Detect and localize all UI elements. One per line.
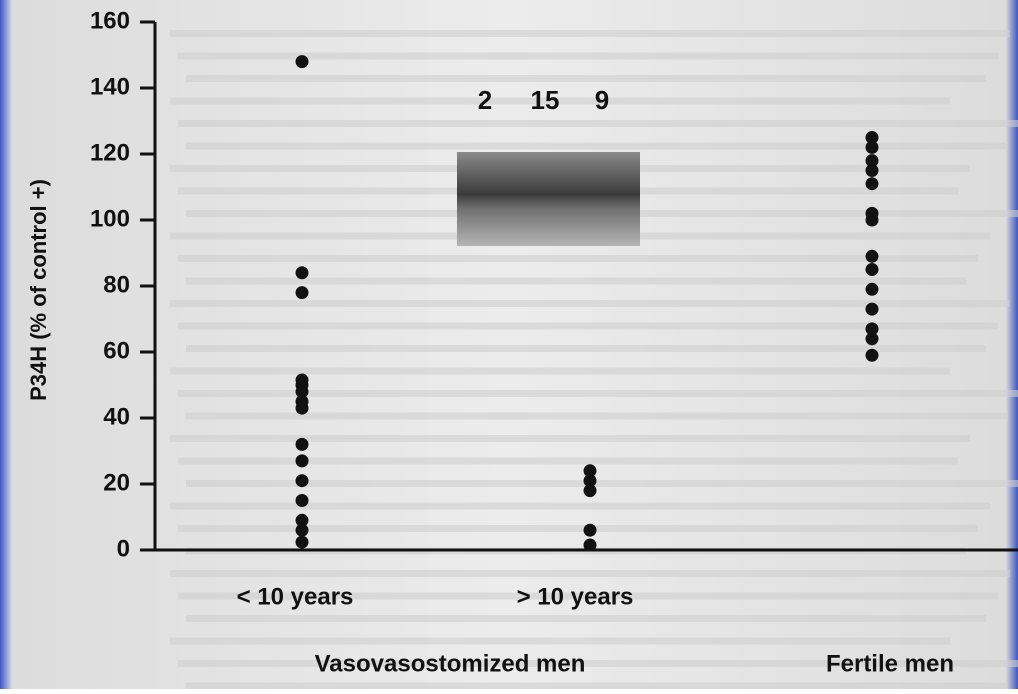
dot — [296, 438, 309, 451]
y-tick-label: 20 — [103, 469, 130, 496]
y-tick-label: 80 — [103, 271, 130, 298]
y-tick-label: 40 — [103, 403, 130, 430]
dot — [296, 524, 309, 537]
y-tick-label: 160 — [90, 7, 130, 34]
dot — [866, 283, 879, 296]
x-tick-label: < 10 years — [237, 583, 354, 610]
dot — [866, 263, 879, 276]
scan-line — [170, 98, 950, 105]
scan-line — [170, 435, 970, 442]
dot — [584, 484, 597, 497]
y-tick-label: 100 — [90, 205, 130, 232]
scan-line — [170, 368, 950, 375]
scan-line — [170, 503, 990, 510]
dot — [866, 141, 879, 154]
y-tick-label: 120 — [90, 139, 130, 166]
dot — [296, 266, 309, 279]
inset-lane-label: 9 — [595, 85, 609, 115]
scan-line — [170, 638, 950, 645]
scan-line — [186, 480, 1018, 487]
scan-line — [186, 615, 986, 622]
y-tick-label: 140 — [90, 73, 130, 100]
page: P34H (% of control +) 0 20 40 60 80 100 120 140… — [0, 0, 1018, 694]
scan-line — [186, 345, 986, 352]
scan-line — [178, 255, 978, 262]
scan-line — [186, 75, 986, 82]
inset-lane-label: 15 — [531, 85, 560, 115]
y-tick-label: 0 — [117, 535, 130, 562]
dot — [866, 303, 879, 316]
dot — [866, 349, 879, 362]
dot — [866, 214, 879, 227]
scan-line — [170, 30, 1010, 37]
inset-lane-label: 2 — [478, 85, 492, 115]
scan-line — [170, 300, 1010, 307]
scan-line — [186, 683, 1006, 690]
scan-line — [178, 458, 958, 465]
western-blot-inset — [457, 152, 640, 246]
y-axis-title: P34H (% of control +) — [26, 179, 51, 401]
dot — [866, 250, 879, 263]
dot — [866, 332, 879, 345]
dot — [296, 454, 309, 467]
dot — [296, 55, 309, 68]
dot — [296, 474, 309, 487]
scan-line — [186, 143, 1006, 150]
scan-line — [170, 570, 1010, 577]
dot — [296, 494, 309, 507]
scan-line — [178, 120, 1018, 127]
scan-line — [186, 413, 1006, 420]
x-tick-label: > 10 years — [517, 583, 634, 610]
dot — [866, 164, 879, 177]
group-label: Vasovasostomized men — [315, 650, 586, 677]
dot — [296, 402, 309, 415]
dot — [584, 539, 597, 552]
dot — [296, 286, 309, 299]
dot — [866, 177, 879, 190]
dot — [296, 536, 309, 549]
chart: P34H (% of control +) 0 20 40 60 80 100 120 140… — [0, 0, 1018, 689]
group-label: Fertile men — [826, 650, 954, 677]
dot — [584, 524, 597, 537]
y-tick-label: 60 — [103, 337, 130, 364]
